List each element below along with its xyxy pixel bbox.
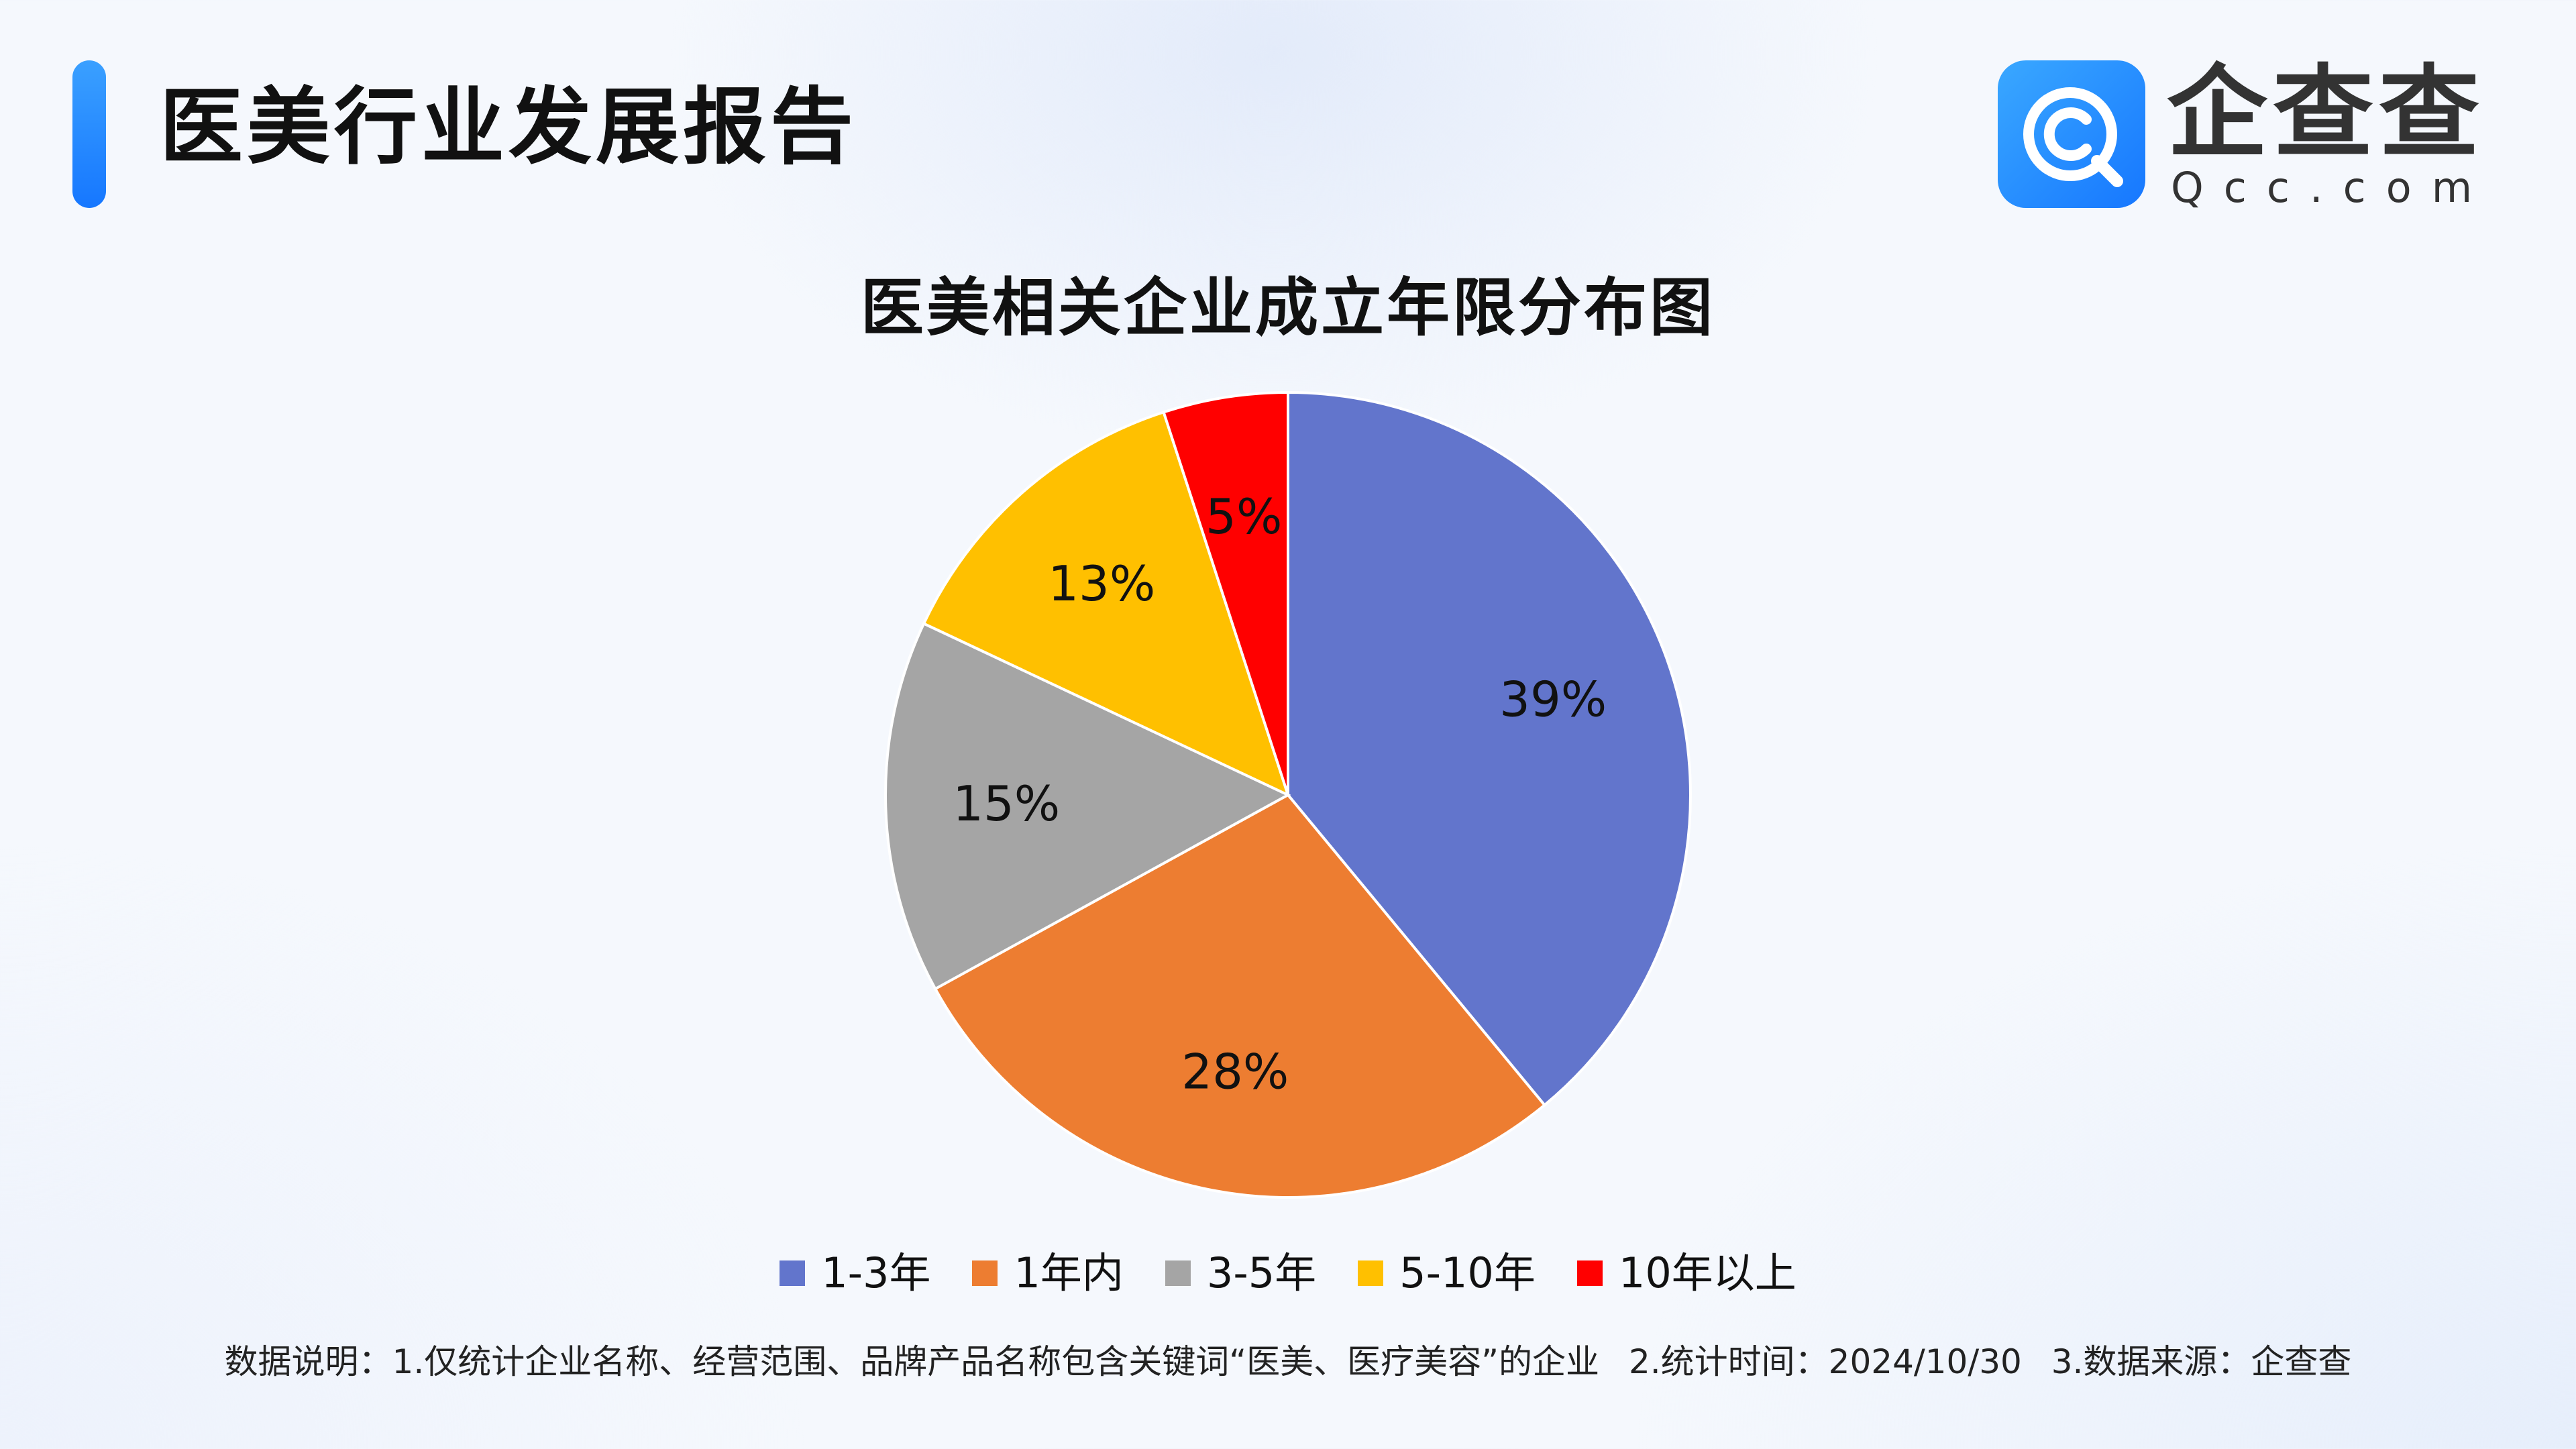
chart-title: 医美相关企业成立年限分布图 <box>860 272 1715 345</box>
pie-slice-1-3-years <box>1287 390 1692 1108</box>
data-label-within-1-year: 28% <box>1181 1044 1289 1100</box>
legend-swatch <box>1576 1260 1603 1286</box>
data-label-over-10-years: 5% <box>1205 488 1282 545</box>
legend-swatch <box>780 1260 806 1286</box>
pie-slice-5-10-years <box>922 410 1291 798</box>
pie-slice-3-5-years <box>884 621 1291 991</box>
legend-swatch <box>1358 1260 1384 1286</box>
pie-slice-over-10-years <box>1162 390 1289 796</box>
logo-name-cn: 企查查 <box>2167 55 2485 172</box>
legend-swatch <box>972 1260 998 1286</box>
title-accent-bar <box>72 60 106 208</box>
legend-item-5-10-years: 5-10年 <box>1358 1240 1536 1307</box>
report-title: 医美行业发展报告 <box>160 79 858 176</box>
legend-label: 3-5年 <box>1206 1248 1317 1297</box>
data-footnote: 数据说明：1.仅统计企业名称、经营范围、品牌产品名称包含关键词“医美、医疗美容”… <box>224 1342 2352 1381</box>
logo-domain: Qcc.com <box>2171 163 2493 212</box>
data-label-5-10-years: 13% <box>1048 555 1155 612</box>
pie-slice-within-1-year <box>933 793 1547 1199</box>
data-label-3-5-years: 15% <box>953 775 1060 832</box>
legend-item-within-1-year: 1年内 <box>972 1240 1124 1307</box>
legend-item-1-3-years: 1-3年 <box>780 1240 930 1307</box>
legend-item-over-10-years: 10年以上 <box>1576 1240 1796 1307</box>
legend-item-3-5-years: 3-5年 <box>1165 1240 1316 1307</box>
legend-label: 1-3年 <box>821 1248 931 1297</box>
qcc-logo-icon <box>1998 60 2145 208</box>
legend-swatch <box>1165 1260 1191 1286</box>
legend-label: 5-10年 <box>1399 1248 1536 1297</box>
legend-label: 1年内 <box>1014 1248 1124 1297</box>
qcc-logo: 企查查 Qcc.com <box>1998 56 2576 215</box>
data-label-1-3-years: 39% <box>1499 672 1607 728</box>
legend-label: 10年以上 <box>1618 1248 1796 1297</box>
chart-legend: 1-3年 1年内 3-5年 5-10年 10年以上 <box>0 1240 2576 1307</box>
